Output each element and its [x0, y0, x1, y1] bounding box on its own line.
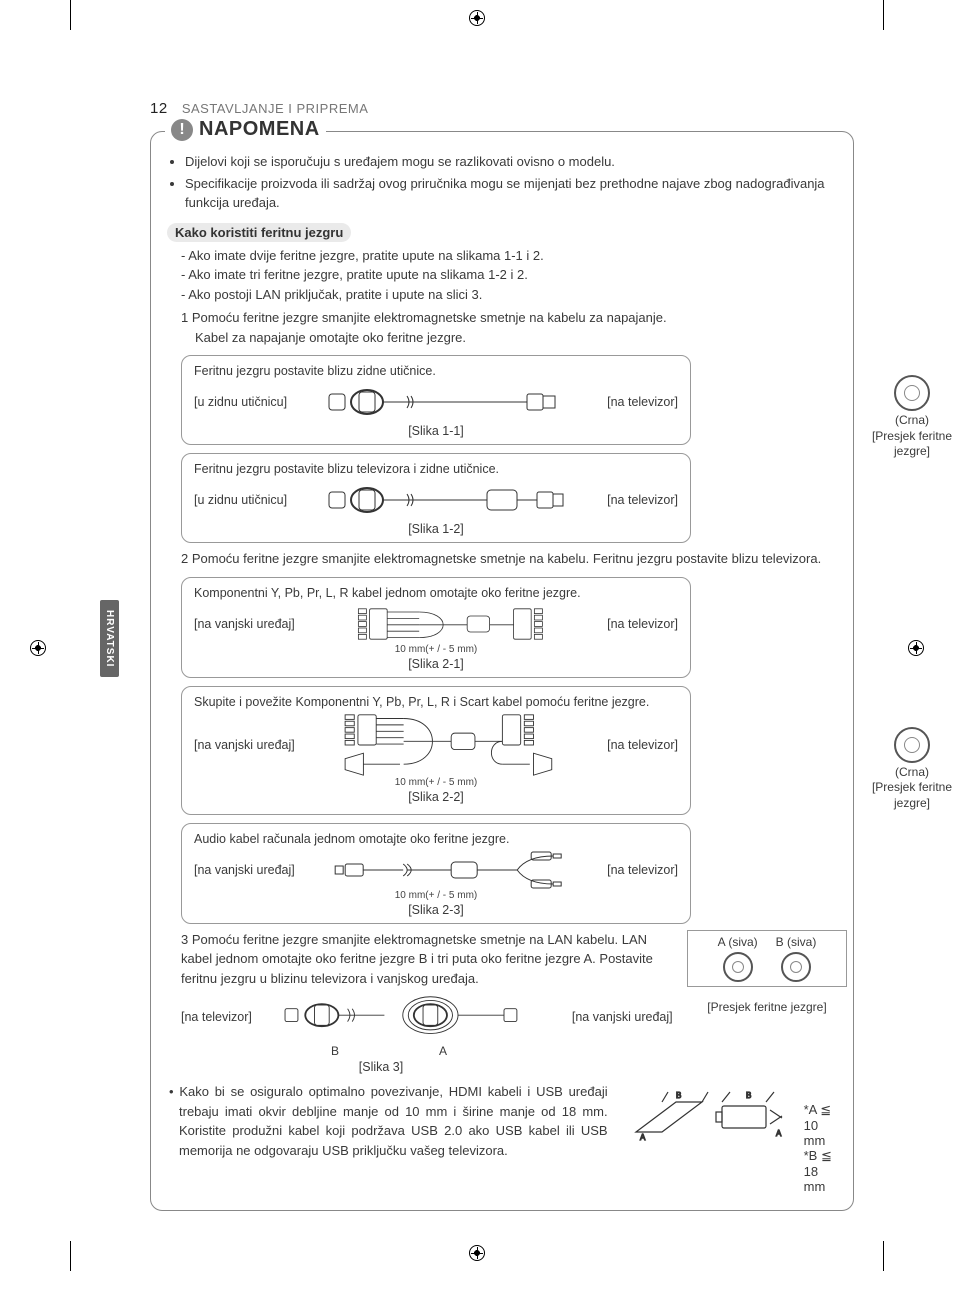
ferrite-a-label: A (siva) [718, 935, 758, 949]
step-text: 1 Pomoću feritne jezgre smanjite elektro… [181, 308, 837, 328]
component-scart-cable-icon [301, 713, 601, 777]
component-cable-icon [301, 604, 601, 644]
figure-tag: [Slika 1-2] [194, 522, 678, 536]
audio-cable-icon [301, 850, 601, 890]
ferrite-ring-icon [894, 727, 930, 763]
step-1: 1 Pomoću feritne jezgre smanjite elektro… [167, 308, 837, 347]
figure-right-label: [na televizor] [607, 493, 678, 507]
figure-right-label: [na televizor] [607, 617, 678, 631]
figure-3-a-label: A [439, 1044, 447, 1058]
figure-2-1: Komponentni Y, Pb, Pr, L, R kabel jednom… [181, 577, 691, 678]
figure-1-1: Feritnu jezgru postavite blizu zidne uti… [181, 355, 691, 445]
hdmi-usb-icon: B A B A [626, 1082, 786, 1155]
running-head: 12 SASTAVLJANJE I PRIPREMA [150, 60, 854, 125]
power-cable-one-core-icon [293, 382, 601, 422]
lan-cable-icon [262, 994, 562, 1040]
ferrite-cross-section-1: (Crna) [Presjek feritne jezgre] [857, 375, 954, 460]
ferrite-ring-icon [723, 952, 753, 982]
svg-text:B: B [676, 1091, 681, 1100]
ferrite-conditions: - Ako imate dvije feritne jezgre, pratit… [167, 246, 837, 305]
registration-mark-top [469, 10, 485, 26]
figure-caption: Skupite i povežite Komponentni Y, Pb, Pr… [194, 695, 678, 709]
info-icon: ! [171, 119, 193, 141]
ferrite-b-label: B (siva) [776, 935, 817, 949]
spec-a: *A ≦ 10 mm [804, 1102, 837, 1148]
figure-2-2: Skupite i povežite Komponentni Y, Pb, Pr… [181, 686, 691, 815]
ferrite-cross-label: [Presjek feritne jezgre] [857, 429, 954, 460]
dash-item: - Ako imate dvije feritne jezgre, pratit… [181, 246, 837, 266]
hdmi-spec: *A ≦ 10 mm *B ≦ 18 mm [804, 1082, 837, 1194]
ferrite-ring-icon [781, 952, 811, 982]
ferrite-cross-label-3: [Presjek feritne jezgre] [687, 1000, 847, 1016]
ferrite-cross-section-2: (Crna) [Presjek feritne jezgre] [857, 727, 954, 812]
svg-text:A: A [776, 1129, 782, 1138]
figure-left-label: [na vanjski uređaj] [194, 738, 295, 752]
note-title: NAPOMENA [199, 118, 320, 141]
ferrite-ring-icon [894, 375, 930, 411]
power-cable-two-core-icon [293, 480, 601, 520]
note-bullet-list: Dijelovi koji se isporučuju s uređajem m… [167, 152, 837, 213]
figure-2-3: Audio kabel računala jednom omotajte oko… [181, 823, 691, 924]
figure-dimension: 10 mm(+ / - 5 mm) [194, 777, 678, 788]
ferrite-color: (Crna) [857, 413, 954, 429]
page-content: HRVATSKI 12 SASTAVLJANJE I PRIPREMA ! NA… [0, 60, 954, 1211]
figure-tag: [Slika 3] [181, 1060, 581, 1074]
ferrite-cross-section-3: A (siva) B (siva) [687, 930, 847, 988]
figure-left-label: [na vanjski uređaj] [194, 617, 295, 631]
figure-tag: [Slika 2-2] [194, 790, 678, 804]
hdmi-section: Kako bi se osiguralo optimalno povezivan… [167, 1082, 837, 1194]
figure-caption: Feritnu jezgru postavite blizu zidne uti… [194, 364, 678, 378]
figure-left-label: [u zidnu utičnicu] [194, 395, 287, 409]
ferrite-cross-label: [Presjek feritne jezgre] [857, 780, 954, 811]
figure-dimension: 10 mm(+ / - 5 mm) [194, 890, 678, 901]
figure-caption: Feritnu jezgru postavite blizu televizor… [194, 462, 678, 476]
figure-3-b-label: B [331, 1044, 339, 1058]
figure-right-label: [na televizor] [607, 738, 678, 752]
svg-text:B: B [746, 1091, 751, 1100]
figure-right-label: [na vanjski uređaj] [572, 1010, 673, 1024]
figure-left-label: [na vanjski uređaj] [194, 863, 295, 877]
note-title-wrap: ! NAPOMENA [165, 118, 326, 141]
svg-text:A: A [640, 1133, 646, 1142]
note-box: ! NAPOMENA Dijelovi koji se isporučuju s… [150, 131, 854, 1211]
page-number: 12 [150, 100, 168, 117]
figure-tag: [Slika 1-1] [194, 424, 678, 438]
figure-left-label: [na televizor] [181, 1010, 252, 1024]
figure-1-2: Feritnu jezgru postavite blizu televizor… [181, 453, 691, 543]
step-subtext: Kabel za napajanje omotajte oko feritne … [181, 328, 837, 348]
step-2: 2 Pomoću feritne jezgre smanjite elektro… [167, 549, 837, 569]
spec-b: *B ≦ 18 mm [804, 1148, 837, 1194]
dash-item: - Ako imate tri feritne jezgre, pratite … [181, 265, 837, 285]
section-title: SASTAVLJANJE I PRIPREMA [182, 101, 369, 116]
ferrite-color: (Crna) [857, 765, 954, 781]
figure-tag: [Slika 2-3] [194, 903, 678, 917]
figure-left-label: [u zidnu utičnicu] [194, 493, 287, 507]
figure-caption: Komponentni Y, Pb, Pr, L, R kabel jednom… [194, 586, 678, 600]
dash-item: - Ako postoji LAN priključak, pratite i … [181, 285, 837, 305]
registration-mark-bottom [469, 1245, 485, 1261]
hdmi-text: Kako bi se osiguralo optimalno povezivan… [167, 1082, 608, 1160]
note-bullet: Dijelovi koji se isporučuju s uređajem m… [185, 152, 837, 172]
figure-right-label: [na televizor] [607, 395, 678, 409]
figure-tag: [Slika 2-1] [194, 657, 678, 671]
language-tab: HRVATSKI [100, 600, 119, 677]
ferrite-heading: Kako koristiti feritnu jezgru [167, 223, 351, 242]
figure-dimension: 10 mm(+ / - 5 mm) [194, 644, 678, 655]
figure-right-label: [na televizor] [607, 863, 678, 877]
note-bullet: Specifikacije proizvoda ili sadržaj ovog… [185, 174, 837, 213]
figure-caption: Audio kabel računala jednom omotajte oko… [194, 832, 678, 846]
